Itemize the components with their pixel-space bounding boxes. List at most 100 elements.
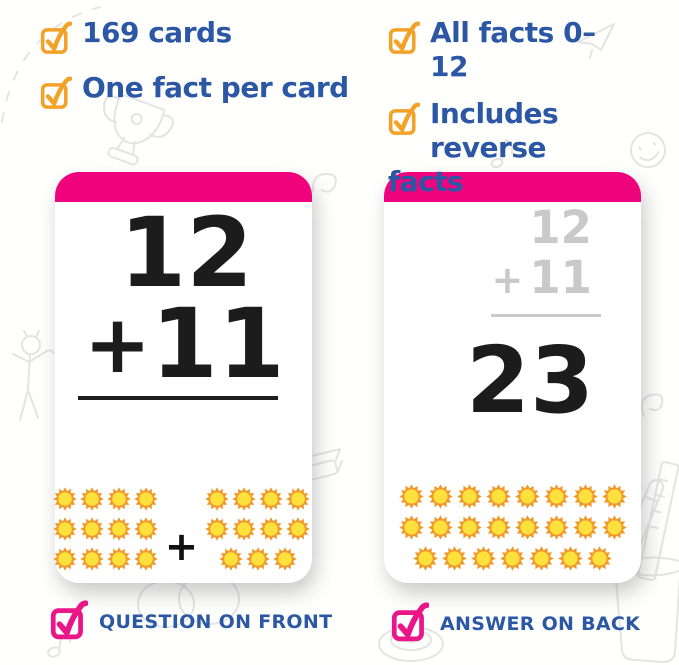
sun-icon [572, 484, 598, 509]
caption-label: QUESTION ON FRONT [99, 611, 333, 633]
sun-icon [106, 547, 131, 571]
sun-icon [529, 546, 554, 571]
sun-icon [245, 547, 270, 571]
sun-count-illustration-back [384, 484, 641, 571]
orange-checkbox-icon [388, 18, 420, 56]
sun-icon [286, 517, 311, 541]
sun-icon [259, 487, 284, 511]
trophy-doodle [103, 93, 175, 166]
feature-label: One fact per card [82, 71, 349, 104]
addend-top: 12 [119, 197, 253, 309]
sun-icon [133, 487, 158, 511]
smiley-face-doodle [630, 132, 666, 168]
sun-icon [272, 547, 297, 571]
sun-icon [572, 515, 598, 540]
sun-icon [79, 517, 104, 541]
equals-line [78, 396, 278, 401]
sun-row [52, 517, 158, 541]
equals-line-gray [491, 313, 601, 317]
sun-icon [601, 484, 627, 509]
flash-card-back: 12 +11 23 [384, 172, 641, 583]
music-note-doodle [490, 139, 514, 169]
sun-count-illustration-front: + [52, 487, 311, 571]
sun-icon [52, 517, 77, 541]
answer-value: 23 [465, 326, 594, 434]
sun-icon [79, 487, 104, 511]
sun-icon [514, 515, 540, 540]
sun-icon [286, 487, 311, 511]
orange-checkbox-icon [40, 18, 72, 56]
sun-row [205, 517, 311, 541]
sun-icon [52, 547, 77, 571]
sun-row [398, 515, 627, 540]
feature-list-left: 169 cards One fact per card [40, 16, 360, 126]
caption-answer-on-back: ANSWER ON BACK [391, 600, 640, 642]
paper-plane-doodle [577, 23, 615, 59]
addend-bottom-gray: 11 [529, 251, 592, 305]
sun-icon [398, 484, 424, 509]
sun-icon [500, 546, 525, 571]
sun-icon [205, 517, 230, 541]
sun-icon [442, 546, 467, 571]
card-front-header-band [55, 172, 312, 202]
sun-icon [427, 484, 453, 509]
sun-row [205, 487, 311, 511]
sun-icon [514, 484, 540, 509]
sun-icon [259, 517, 284, 541]
sun-icon [543, 515, 569, 540]
feature-item-all-facts: All facts 0–12 [388, 16, 628, 84]
sun-row [398, 484, 627, 509]
pink-checkbox-icon [391, 600, 429, 642]
orange-checkbox-icon [388, 99, 420, 137]
sun-icon [485, 484, 511, 509]
sun-icon [601, 515, 627, 540]
sun-icon [543, 484, 569, 509]
pink-checkbox-icon [50, 598, 88, 640]
sun-icon [205, 487, 230, 511]
sun-icon [413, 546, 438, 571]
stick-figure-doodle [12, 330, 54, 421]
sun-icon [79, 547, 104, 571]
sun-icon [485, 515, 511, 540]
squiggle-doodle [640, 393, 664, 417]
sun-icon [232, 517, 257, 541]
sun-icon [398, 515, 424, 540]
sun-icon [133, 517, 158, 541]
math-problem-front: 12 + 11 [78, 197, 285, 401]
sun-icon [471, 546, 496, 571]
feature-label: 169 cards [82, 16, 232, 49]
sun-icon [106, 517, 131, 541]
sun-group-left [52, 487, 158, 571]
feature-label: All facts 0–12 [430, 16, 596, 83]
math-problem-back: 12 +11 23 [451, 204, 601, 427]
feature-item-card-count: 169 cards [40, 16, 360, 58]
sun-group-right [205, 487, 311, 571]
caption-question-on-front: QUESTION ON FRONT [50, 598, 332, 640]
flash-card-front: 12 + 11 + [52, 172, 312, 583]
sun-row [218, 547, 297, 571]
feature-item-reverse-facts: Includes reverse facts [388, 97, 628, 199]
plus-operator-gray: + [491, 258, 524, 303]
orange-checkbox-icon [40, 73, 72, 111]
feature-item-one-fact: One fact per card [40, 71, 360, 113]
addend-bottom: 11 [151, 288, 285, 401]
sun-icon [232, 487, 257, 511]
sun-icon [558, 546, 583, 571]
dashed-arc-doodle [1, 6, 101, 123]
sun-icon [133, 547, 158, 571]
feature-label: Includes reverse facts [388, 97, 559, 198]
sun-icon [218, 547, 243, 571]
card-back-header-band [384, 172, 641, 202]
sun-icon [52, 487, 77, 511]
sun-icon [106, 487, 131, 511]
sun-row [52, 547, 158, 571]
sun-row [413, 546, 612, 571]
caption-label: ANSWER ON BACK [440, 613, 641, 635]
sun-icon [456, 515, 482, 540]
sun-group-plus: + [164, 524, 199, 570]
sun-icon [427, 515, 453, 540]
sun-icon [456, 484, 482, 509]
sun-row [52, 487, 158, 511]
feature-list-right: All facts 0–12 Includes reverse facts [388, 16, 628, 212]
